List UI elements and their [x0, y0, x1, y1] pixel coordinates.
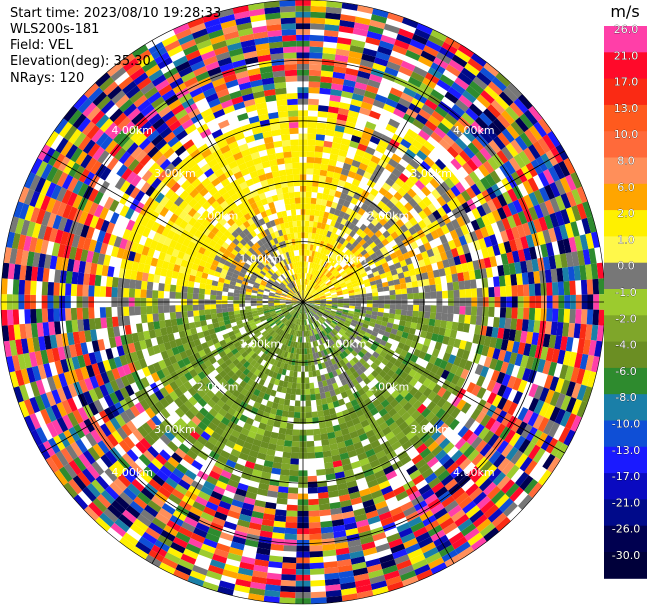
- colorbar: m/s 26.0 21.0 17.0 13.0 10.0 8.0 6.0 2.0 1.0 0.0 -1…: [604, 2, 647, 579]
- range-label: 3.00km: [410, 167, 452, 180]
- colorbar-tick-label: -4.0: [615, 339, 636, 352]
- colorbar-tick-label: 21.0: [614, 49, 639, 62]
- colorbar-tick-label: 0.0: [617, 260, 635, 273]
- colorbar-tick-label: -30.0: [612, 549, 640, 562]
- colorbar-tick-label: -17.0: [612, 470, 640, 483]
- colorbar-tick-label: -8.0: [615, 391, 636, 404]
- azimuth-spoke: [41, 150, 304, 303]
- colorbar-swatch: [604, 131, 647, 158]
- azimuth-spoke: [41, 301, 304, 454]
- colorbar-swatch: [604, 525, 647, 553]
- colorbar-tick-label: -2.0: [615, 312, 636, 325]
- colorbar-swatch: [604, 289, 647, 316]
- range-label: 3.00km: [410, 423, 452, 436]
- colorbar-unit: m/s: [610, 2, 639, 21]
- colorbar-tick-label: -1.0: [615, 286, 636, 299]
- instrument-label: WLS200s-181: [10, 22, 100, 37]
- field-label: Field: VEL: [10, 38, 73, 53]
- colorbar-swatch: [604, 236, 647, 264]
- colorbar-tick-label: -13.0: [612, 444, 640, 457]
- colorbar-swatch: [604, 473, 647, 500]
- colorbar-swatch: [604, 183, 647, 211]
- colorbar-swatch: [604, 104, 647, 132]
- colorbar-swatch: [604, 210, 647, 237]
- colorbar-swatch: [604, 394, 647, 421]
- range-label: 2.00km: [368, 380, 410, 393]
- start-time-label: Start time: 2023/08/10 19:28:33: [10, 6, 222, 21]
- colorbar-tick-label: -26.0: [612, 523, 640, 536]
- range-label: 1.00km: [240, 252, 282, 265]
- range-label: 2.00km: [197, 210, 239, 223]
- colorbar-tick-label: -10.0: [612, 418, 640, 431]
- colorbar-swatch: [604, 315, 647, 343]
- colorbar-swatch: [604, 499, 647, 527]
- range-label: 2.00km: [368, 210, 410, 223]
- colorbar-tick-label: 13.0: [614, 102, 639, 115]
- colorbar-swatch: [604, 341, 647, 369]
- colorbar-swatch: [604, 552, 647, 579]
- colorbar-tick-label: -6.0: [615, 365, 636, 378]
- range-label: 4.00km: [453, 466, 495, 479]
- azimuth-spoke: [151, 40, 304, 303]
- colorbar-tick-label: 1.0: [617, 233, 635, 246]
- colorbar-tick-label: 8.0: [617, 155, 635, 168]
- ppi-plot: 1.00km 1.00km 1.00km 1.00km 2.00km 2.00km 2.00…: [0, 0, 604, 605]
- colorbar-swatch: [604, 52, 647, 80]
- colorbar-tick-label: 10.0: [614, 128, 639, 141]
- range-label: 1.00km: [240, 338, 282, 351]
- azimuth-spoke: [302, 40, 455, 303]
- colorbar-swatch: [604, 420, 647, 448]
- colorbar-swatch: [604, 446, 647, 474]
- colorbar-tick-label: 26.0: [614, 23, 639, 36]
- colorbar-swatch: [604, 157, 647, 185]
- range-label: 2.00km: [197, 380, 239, 393]
- range-label: 1.00km: [325, 252, 367, 265]
- colorbar-tick-label: 2.0: [617, 207, 635, 220]
- range-label: 3.00km: [154, 167, 196, 180]
- range-label: 4.00km: [111, 466, 153, 479]
- colorbar-tick-label: 17.0: [614, 76, 639, 89]
- azimuth-spoke: [302, 150, 565, 303]
- range-label: 3.00km: [154, 423, 196, 436]
- range-labels: 1.00km 1.00km 1.00km 1.00km 2.00km 2.00km 2.00…: [111, 124, 494, 479]
- colorbar-tick-label: 6.0: [617, 181, 635, 194]
- azimuth-spoke: [151, 301, 304, 564]
- range-label: 4.00km: [111, 124, 153, 137]
- colorbar-swatch: [604, 367, 647, 395]
- range-label: 1.00km: [325, 338, 367, 351]
- colorbar-tick-label: -21.0: [612, 496, 640, 509]
- azimuth-spokes: [1, 0, 604, 604]
- colorbar-swatch: [604, 262, 647, 290]
- azimuth-spoke: [302, 301, 455, 564]
- colorbar-swatch: [604, 26, 647, 53]
- nrays-label: NRays: 120: [10, 71, 85, 86]
- elevation-label: Elevation(deg): 35.30: [10, 54, 151, 69]
- range-label: 4.00km: [453, 124, 495, 137]
- azimuth-spoke: [302, 301, 565, 454]
- colorbar-swatch: [604, 78, 647, 106]
